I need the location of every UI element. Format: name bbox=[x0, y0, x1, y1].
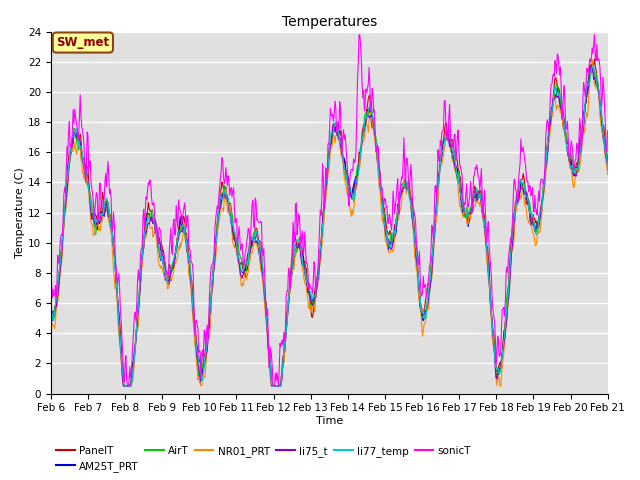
X-axis label: Time: Time bbox=[316, 416, 343, 426]
li77_temp bbox=[172, 249, 179, 254]
li75_t bbox=[120, 383, 127, 389]
Title: Temperatures: Temperatures bbox=[282, 15, 377, 29]
sonicT bbox=[415, 262, 422, 267]
li75_t bbox=[201, 356, 209, 361]
AirT bbox=[604, 167, 611, 172]
NR01_PRT bbox=[588, 57, 596, 62]
NR01_PRT bbox=[414, 285, 422, 291]
AM25T_PRT bbox=[57, 259, 65, 265]
li77_temp bbox=[115, 305, 122, 311]
Line: li77_temp: li77_temp bbox=[51, 65, 607, 386]
NR01_PRT bbox=[172, 261, 179, 267]
NR01_PRT bbox=[201, 374, 209, 380]
li75_t bbox=[588, 62, 595, 68]
AM25T_PRT bbox=[589, 64, 596, 70]
PanelT bbox=[172, 250, 179, 255]
li77_temp bbox=[201, 355, 209, 360]
li75_t bbox=[172, 250, 179, 256]
sonicT bbox=[115, 276, 122, 281]
AirT bbox=[398, 186, 406, 192]
AirT bbox=[115, 315, 122, 321]
sonicT bbox=[201, 327, 209, 333]
AM25T_PRT bbox=[172, 252, 179, 257]
NR01_PRT bbox=[398, 201, 406, 206]
li75_t bbox=[115, 311, 122, 316]
AM25T_PRT bbox=[115, 303, 122, 309]
PanelT bbox=[604, 157, 611, 163]
sonicT bbox=[47, 260, 54, 265]
sonicT bbox=[356, 32, 364, 37]
AM25T_PRT bbox=[604, 162, 611, 168]
li75_t bbox=[57, 261, 65, 267]
li77_temp bbox=[589, 62, 596, 68]
AM25T_PRT bbox=[120, 383, 127, 389]
sonicT bbox=[172, 232, 179, 238]
sonicT bbox=[57, 233, 65, 239]
Text: SW_met: SW_met bbox=[56, 36, 109, 49]
PanelT bbox=[591, 56, 598, 62]
li75_t bbox=[47, 312, 54, 317]
sonicT bbox=[399, 175, 406, 181]
li75_t bbox=[414, 271, 422, 277]
sonicT bbox=[604, 128, 611, 133]
AirT bbox=[57, 250, 65, 256]
AM25T_PRT bbox=[398, 188, 406, 194]
li77_temp bbox=[604, 163, 611, 169]
li77_temp bbox=[398, 182, 406, 188]
AirT bbox=[47, 301, 54, 307]
PanelT bbox=[115, 303, 122, 309]
li75_t bbox=[398, 187, 406, 192]
NR01_PRT bbox=[115, 319, 122, 325]
Y-axis label: Temperature (C): Temperature (C) bbox=[15, 167, 25, 258]
AirT bbox=[201, 360, 209, 366]
NR01_PRT bbox=[57, 267, 65, 273]
Line: li75_t: li75_t bbox=[51, 65, 607, 386]
Line: sonicT: sonicT bbox=[51, 35, 607, 386]
li77_temp bbox=[47, 310, 54, 316]
Line: AM25T_PRT: AM25T_PRT bbox=[51, 67, 607, 386]
li75_t bbox=[604, 163, 611, 168]
AirT bbox=[172, 251, 179, 257]
PanelT bbox=[47, 300, 54, 306]
NR01_PRT bbox=[120, 383, 127, 389]
AM25T_PRT bbox=[414, 271, 422, 277]
PanelT bbox=[201, 351, 209, 357]
AirT bbox=[589, 67, 596, 72]
PanelT bbox=[57, 252, 65, 258]
PanelT bbox=[414, 265, 422, 271]
PanelT bbox=[120, 383, 128, 389]
li77_temp bbox=[57, 254, 65, 260]
AirT bbox=[414, 271, 422, 277]
AirT bbox=[120, 383, 127, 389]
li77_temp bbox=[414, 268, 422, 274]
Line: PanelT: PanelT bbox=[51, 59, 607, 386]
Line: NR01_PRT: NR01_PRT bbox=[51, 60, 607, 386]
PanelT bbox=[398, 181, 406, 187]
Line: AirT: AirT bbox=[51, 70, 607, 386]
AM25T_PRT bbox=[47, 314, 54, 320]
NR01_PRT bbox=[47, 318, 54, 324]
NR01_PRT bbox=[604, 171, 611, 177]
li77_temp bbox=[120, 383, 128, 389]
Legend: PanelT, AM25T_PRT, AirT, NR01_PRT, li75_t, li77_temp, sonicT: PanelT, AM25T_PRT, AirT, NR01_PRT, li75_… bbox=[56, 446, 471, 472]
AM25T_PRT bbox=[201, 361, 209, 367]
sonicT bbox=[124, 383, 131, 389]
